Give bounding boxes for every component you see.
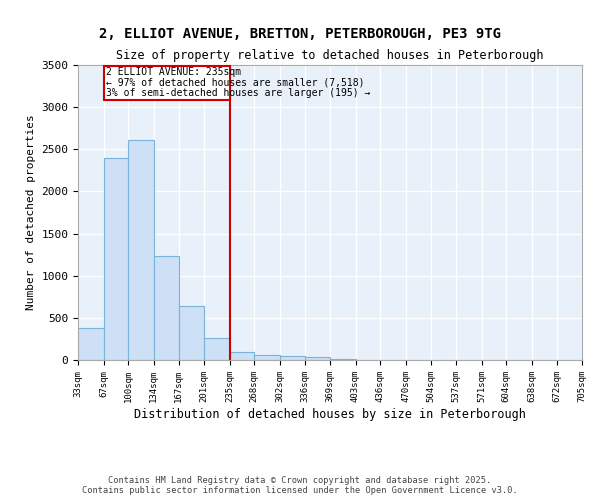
Bar — [229, 352, 254, 360]
Bar — [330, 359, 355, 360]
Bar — [204, 338, 229, 360]
Bar — [128, 140, 154, 360]
Bar — [305, 357, 330, 360]
Bar — [179, 306, 204, 360]
Bar — [254, 355, 280, 360]
Bar — [78, 328, 104, 360]
Y-axis label: Number of detached properties: Number of detached properties — [26, 114, 36, 310]
Title: Size of property relative to detached houses in Peterborough: Size of property relative to detached ho… — [116, 50, 544, 62]
Bar — [280, 356, 305, 360]
Bar — [104, 158, 128, 360]
Text: 2 ELLIOT AVENUE: 235sqm: 2 ELLIOT AVENUE: 235sqm — [106, 67, 241, 77]
Text: ← 97% of detached houses are smaller (7,518): ← 97% of detached houses are smaller (7,… — [106, 78, 364, 88]
Text: 3% of semi-detached houses are larger (195) →: 3% of semi-detached houses are larger (1… — [106, 88, 370, 98]
Text: 2, ELLIOT AVENUE, BRETTON, PETERBOROUGH, PE3 9TG: 2, ELLIOT AVENUE, BRETTON, PETERBOROUGH,… — [99, 28, 501, 42]
FancyBboxPatch shape — [104, 66, 229, 100]
X-axis label: Distribution of detached houses by size in Peterborough: Distribution of detached houses by size … — [134, 408, 526, 420]
Bar — [154, 256, 179, 360]
Text: Contains HM Land Registry data © Crown copyright and database right 2025.
Contai: Contains HM Land Registry data © Crown c… — [82, 476, 518, 495]
